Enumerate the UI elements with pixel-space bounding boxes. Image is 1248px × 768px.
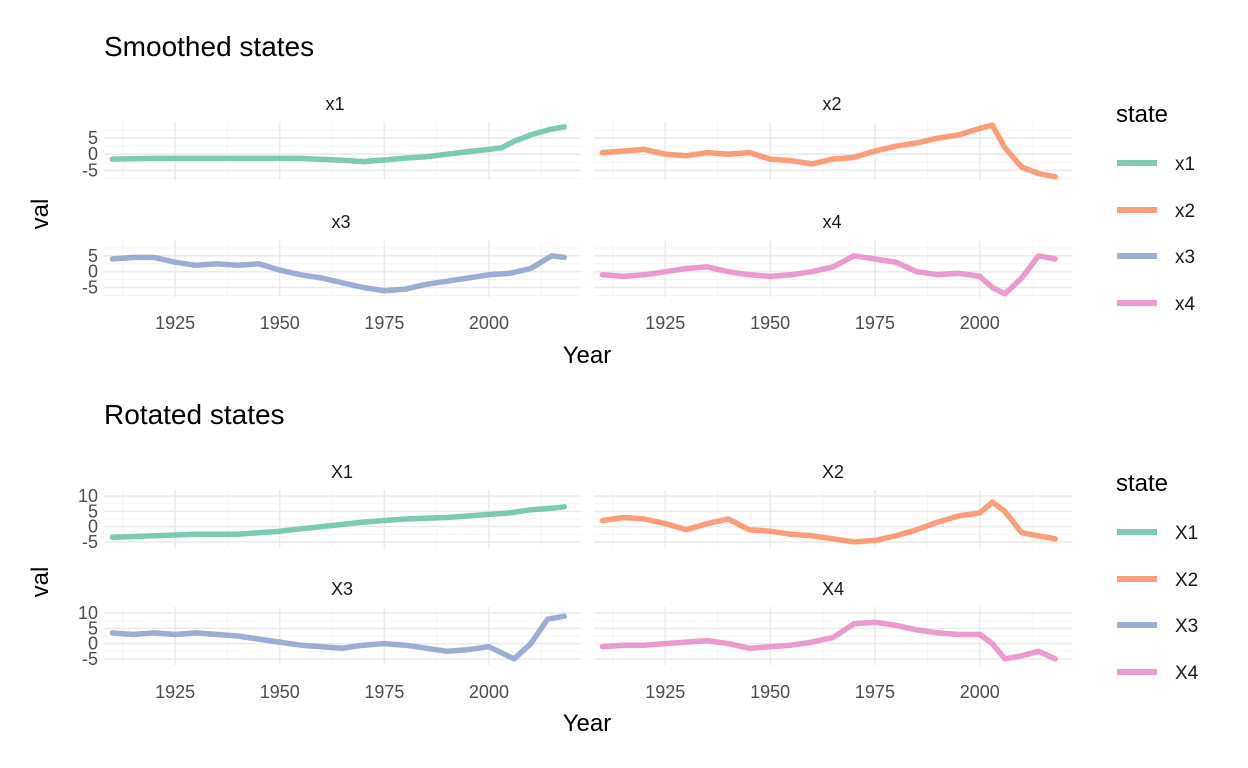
legend: state X1 X2 X3 X4 — [1116, 470, 1199, 684]
x-tick-label: 1950 — [750, 313, 790, 333]
legend-label: x1 — [1175, 154, 1195, 175]
legend-label: X1 — [1175, 523, 1198, 544]
x-axis-title: Year — [563, 710, 612, 737]
facet-panel-X2: X2 — [594, 462, 1072, 548]
legend-label: x4 — [1175, 294, 1196, 315]
x-axis-title: Year — [563, 342, 612, 369]
y-tick-label: 0 — [88, 634, 98, 654]
x-tick-label: 2000 — [469, 313, 509, 333]
x-tick-label: 1925 — [155, 313, 195, 333]
series-line-X2 — [599, 499, 1058, 545]
legend-title: state — [1116, 101, 1168, 128]
facet-strip-label: X1 — [331, 462, 353, 482]
legend-title: state — [1116, 470, 1168, 497]
x-tick-label: 1975 — [855, 313, 895, 333]
x-tick-label: 1950 — [750, 682, 790, 702]
legend-label: x2 — [1175, 201, 1195, 222]
facet-strip-label: X4 — [822, 579, 844, 599]
facet-panel-x3: x3 -505 1925 1950 1975 2000 — [82, 212, 581, 333]
series-line-X1 — [109, 504, 568, 541]
facet-panel-x4: x4 1925 1950 1975 2000 — [594, 212, 1072, 333]
x-tick-label: 1950 — [260, 313, 300, 333]
facet-strip-label: x4 — [822, 212, 841, 232]
y-tick-label: 0 — [88, 517, 98, 537]
facet-panel-X4: X4 1925 1950 1975 2000 — [594, 579, 1072, 702]
facet-strip-label: x1 — [325, 94, 344, 114]
legend-label: X3 — [1175, 616, 1198, 637]
y-axis-title: val — [27, 567, 54, 598]
chart-title: Smoothed states — [104, 31, 314, 62]
series-line-x1 — [109, 124, 568, 165]
y-tick-label: 0 — [88, 262, 98, 282]
x-tick-label: 1925 — [155, 682, 195, 702]
series-line-x2 — [599, 122, 1058, 180]
facet-strip-label: x3 — [331, 212, 350, 232]
y-tick-label: -5 — [82, 649, 98, 669]
y-tick-label: -5 — [82, 160, 98, 180]
legend-label: X2 — [1175, 570, 1198, 591]
y-tick-label: 5 — [88, 618, 98, 638]
y-tick-label: 10 — [78, 603, 98, 623]
y-tick-label: -5 — [82, 278, 98, 298]
legend: state x1 x2 x3 x4 — [1116, 101, 1196, 315]
x-tick-label: 1925 — [645, 682, 685, 702]
facet-strip-label: X2 — [822, 462, 844, 482]
chart-title: Rotated states — [104, 399, 285, 430]
series-line-X3 — [109, 613, 568, 662]
series-line-x3 — [109, 253, 568, 294]
y-tick-label: 5 — [88, 128, 98, 148]
y-tick-label: 10 — [78, 486, 98, 506]
x-tick-label: 1975 — [364, 313, 404, 333]
x-tick-label: 1975 — [364, 682, 404, 702]
x-tick-label: 2000 — [960, 682, 1000, 702]
legend-label: x3 — [1175, 247, 1195, 268]
facet-strip-label: X3 — [331, 579, 353, 599]
x-tick-label: 1925 — [645, 313, 685, 333]
y-tick-label: -5 — [82, 532, 98, 552]
y-tick-label: 5 — [88, 246, 98, 266]
y-axis-title: val — [27, 199, 54, 230]
legend-label: X4 — [1175, 663, 1199, 684]
series-line-X4 — [599, 619, 1058, 662]
x-tick-label: 1975 — [855, 682, 895, 702]
facet-strip-label: x2 — [822, 94, 841, 114]
y-tick-label: 5 — [88, 501, 98, 521]
x-tick-label: 2000 — [960, 313, 1000, 333]
y-tick-label: 0 — [88, 144, 98, 164]
series-line-x4 — [599, 253, 1058, 297]
x-tick-label: 2000 — [469, 682, 509, 702]
facet-panel-x1: x1 -505 — [82, 94, 581, 180]
facet-panel-x2: x2 — [594, 94, 1072, 180]
x-tick-label: 1950 — [260, 682, 300, 702]
